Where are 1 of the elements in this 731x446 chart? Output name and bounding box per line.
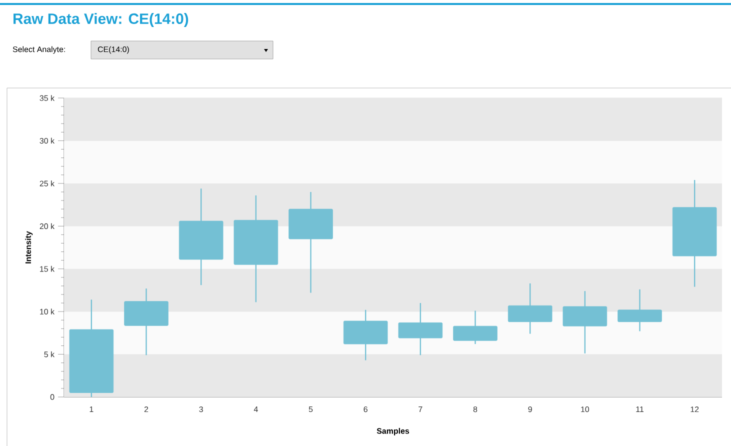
chart-title: Raw Data View: CE(14:0): [14, 13, 188, 27]
